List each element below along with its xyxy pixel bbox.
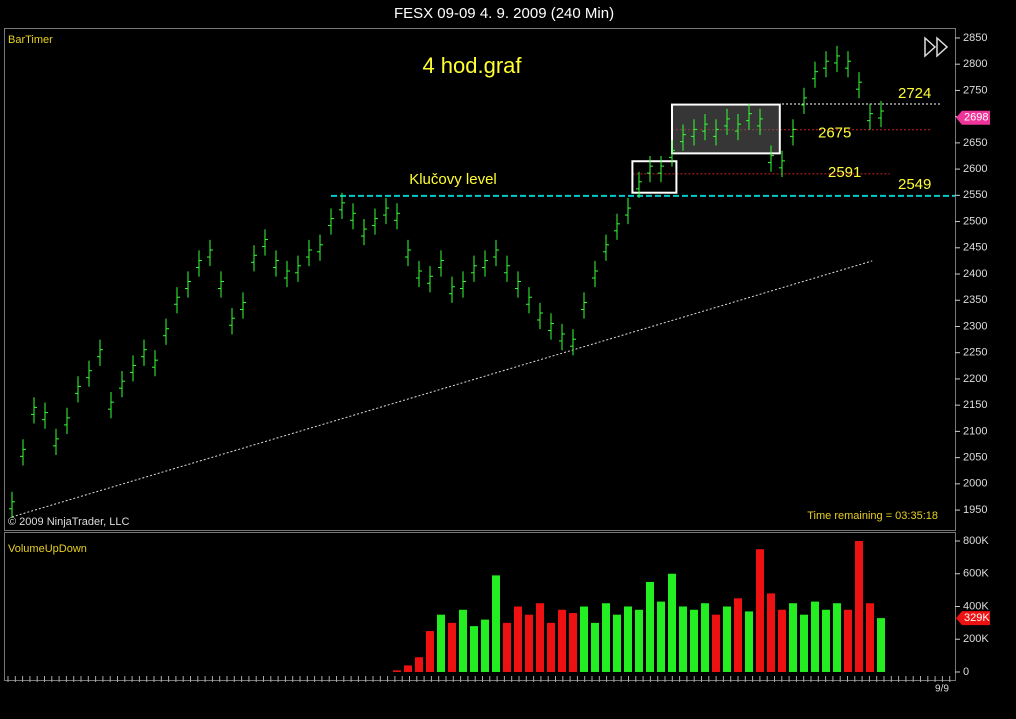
price-tag [956,110,990,125]
trendline [11,260,873,518]
volume-bar [613,614,621,672]
price-panel [4,28,956,531]
volume-bar [393,670,401,672]
y-tick-label: 2100 [963,425,987,437]
volume-bar [855,541,863,672]
volume-bar [470,626,478,672]
y-tick-label: 2750 [963,84,987,96]
volume-bar [877,618,885,672]
y-tick-label: 2000 [963,478,987,490]
volume-bar [723,606,731,672]
y-tick-label: 2800 [963,58,987,70]
y-tick-label: 2500 [963,215,987,227]
volume-bar [866,603,874,672]
window-title: FESX 09-09 4. 9. 2009 (240 Min) [394,5,614,22]
annotation: 4 hod.graf [422,53,522,78]
level-label: 2724 [898,85,931,102]
time-remaining: Time remaining = 03:35:18 [807,510,938,522]
volume-bar [646,581,654,672]
volume-bar [657,601,665,672]
volume-tag [956,611,990,626]
volume-bar [437,614,445,672]
volume-bar [701,603,709,672]
key-level-label: Klučovy level [409,171,497,188]
volume-bar [789,603,797,672]
y-tick-label: 2200 [963,373,987,385]
y-tick-label: 2600 [963,163,987,175]
volume-bar [734,598,742,672]
volume-bar [492,575,500,672]
volume-bar [426,631,434,672]
y-tick-label: 0 [963,666,969,678]
indicator-label: BarTimer [8,34,53,46]
y-tick-label: 2050 [963,452,987,464]
volume-bar [558,609,566,672]
copyright: © 2009 NinjaTrader, LLC [8,516,129,528]
volume-bar [547,622,555,672]
volume-bar [745,611,753,672]
volume-bar [415,657,423,672]
volume-bar [844,609,852,672]
y-tick-label: 2350 [963,294,987,306]
volume-bar [690,609,698,672]
volume-bar [591,622,599,672]
volume-bar [404,665,412,672]
volume-bar [712,614,720,672]
volume-bar [503,622,511,672]
y-tick-label: 1950 [963,504,987,516]
volume-bar [756,549,764,672]
y-tick-label: 800K [963,535,989,547]
level-label: 2675 [818,125,851,142]
volume-bar [536,603,544,672]
range-box [631,160,678,194]
play-icon[interactable] [924,36,949,58]
volume-bar [514,606,522,672]
level-label: 2549 [898,176,931,193]
volume-bar [569,613,577,672]
volume-bar [448,622,456,672]
y-tick-label: 200K [963,633,989,645]
y-tick-label: 2450 [963,242,987,254]
play-icon-shape [924,36,949,58]
volume-tag-label: 329K [964,612,990,624]
volume-indicator-label: VolumeUpDown [8,543,87,555]
volume-bar [602,603,610,672]
y-tick-label: 2650 [963,137,987,149]
y-tick-label: 2850 [963,32,987,44]
y-tick-label: 600K [963,568,989,580]
volume-bar [679,606,687,672]
x-tick-label: 9/9 [935,684,949,695]
level-label: 2591 [828,164,861,181]
volume-bar [481,619,489,672]
volume-bar [525,614,533,672]
y-tick-label: 2300 [963,320,987,332]
volume-bar [833,603,841,672]
volume-bar [767,593,775,672]
range-box [671,103,781,155]
volume-bar [580,606,588,672]
price-tag-label: 2698 [964,112,988,124]
volume-bar [635,609,643,672]
volume-bar [811,601,819,672]
volume-bar [778,609,786,672]
volume-bar [800,614,808,672]
y-tick-label: 2150 [963,399,987,411]
volume-bar [822,609,830,672]
volume-bar [668,573,676,672]
y-tick-label: 400K [963,600,989,612]
y-tick-label: 2250 [963,347,987,359]
volume-bar [624,606,632,672]
y-tick-label: 2400 [963,268,987,280]
volume-bar [459,609,467,672]
y-tick-label: 2550 [963,189,987,201]
